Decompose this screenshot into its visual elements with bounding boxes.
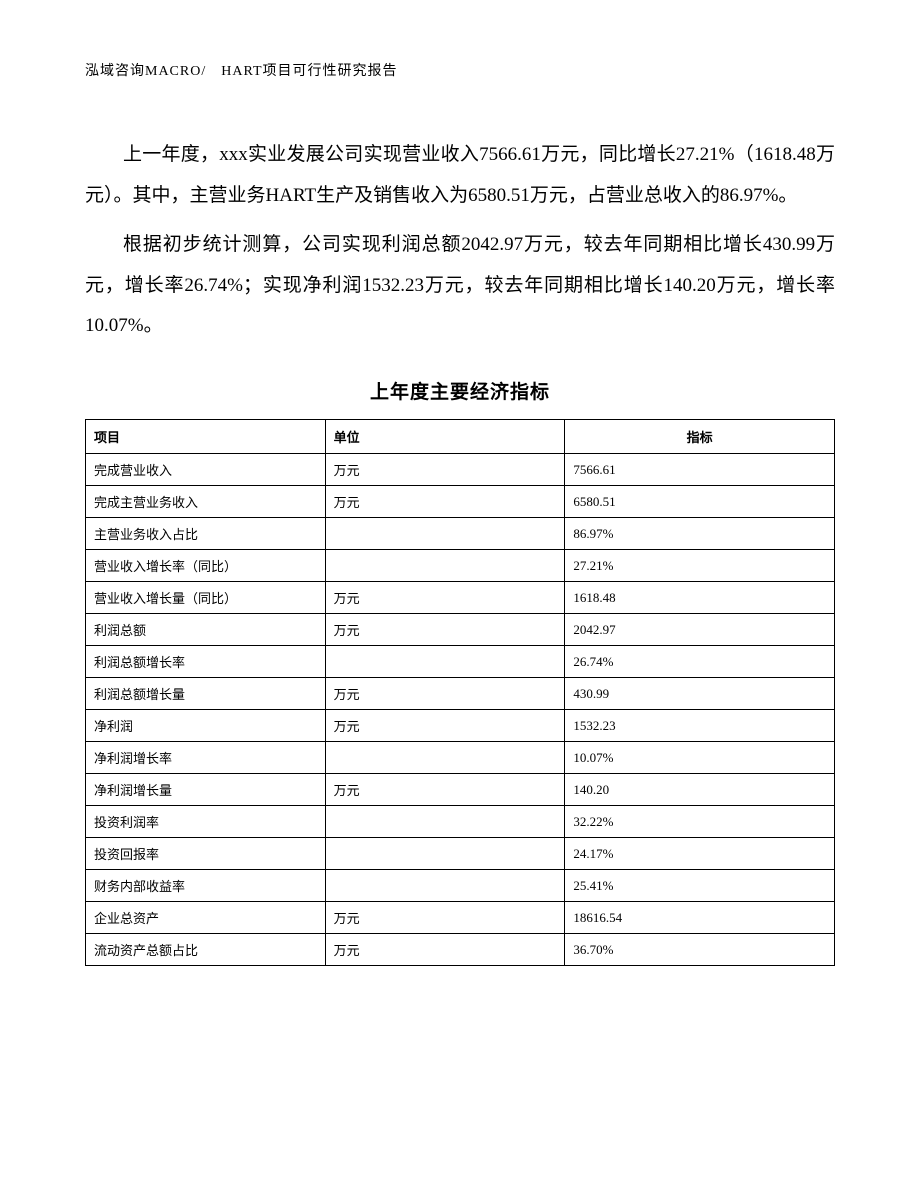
table-cell: 万元 bbox=[325, 902, 565, 934]
table-cell: 万元 bbox=[325, 934, 565, 966]
table-cell: 利润总额增长量 bbox=[86, 678, 326, 710]
table-row: 投资回报率 24.17% bbox=[86, 838, 835, 870]
table-cell: 营业收入增长量（同比） bbox=[86, 582, 326, 614]
table-row: 营业收入增长率（同比） 27.21% bbox=[86, 550, 835, 582]
table-cell: 32.22% bbox=[565, 806, 835, 838]
table-row: 完成主营业务收入 万元 6580.51 bbox=[86, 486, 835, 518]
table-cell: 净利润增长量 bbox=[86, 774, 326, 806]
table-header-cell: 指标 bbox=[565, 420, 835, 454]
table-cell: 1618.48 bbox=[565, 582, 835, 614]
table-cell: 万元 bbox=[325, 774, 565, 806]
table-cell bbox=[325, 806, 565, 838]
table-cell bbox=[325, 742, 565, 774]
table-row: 完成营业收入 万元 7566.61 bbox=[86, 454, 835, 486]
table-row: 主营业务收入占比 86.97% bbox=[86, 518, 835, 550]
table-cell: 25.41% bbox=[565, 870, 835, 902]
table-cell: 27.21% bbox=[565, 550, 835, 582]
table-title: 上年度主要经济指标 bbox=[85, 377, 835, 404]
table-cell: 6580.51 bbox=[565, 486, 835, 518]
table-cell: 7566.61 bbox=[565, 454, 835, 486]
table-row: 净利润 万元 1532.23 bbox=[86, 710, 835, 742]
table-cell: 430.99 bbox=[565, 678, 835, 710]
table-cell: 1532.23 bbox=[565, 710, 835, 742]
table-row: 企业总资产 万元 18616.54 bbox=[86, 902, 835, 934]
table-cell: 利润总额 bbox=[86, 614, 326, 646]
table-cell bbox=[325, 550, 565, 582]
table-row: 利润总额增长率 26.74% bbox=[86, 646, 835, 678]
table-row: 流动资产总额占比 万元 36.70% bbox=[86, 934, 835, 966]
table-cell: 投资回报率 bbox=[86, 838, 326, 870]
economic-indicators-table: 项目 单位 指标 完成营业收入 万元 7566.61 完成主营业务收入 万元 6… bbox=[85, 419, 835, 966]
table-cell: 财务内部收益率 bbox=[86, 870, 326, 902]
table-cell: 完成主营业务收入 bbox=[86, 486, 326, 518]
table-cell: 24.17% bbox=[565, 838, 835, 870]
table-cell: 完成营业收入 bbox=[86, 454, 326, 486]
table-header-row: 项目 单位 指标 bbox=[86, 420, 835, 454]
paragraph-2: 根据初步统计测算，公司实现利润总额2042.97万元，较去年同期相比增长430.… bbox=[85, 225, 835, 348]
table-row: 利润总额增长量 万元 430.99 bbox=[86, 678, 835, 710]
table-cell bbox=[325, 646, 565, 678]
paragraph-1: 上一年度，xxx实业发展公司实现营业收入7566.61万元，同比增长27.21%… bbox=[85, 135, 835, 217]
table-cell: 18616.54 bbox=[565, 902, 835, 934]
table-cell: 36.70% bbox=[565, 934, 835, 966]
table-cell: 万元 bbox=[325, 678, 565, 710]
table-row: 净利润增长率 10.07% bbox=[86, 742, 835, 774]
table-cell: 投资利润率 bbox=[86, 806, 326, 838]
table-cell: 营业收入增长率（同比） bbox=[86, 550, 326, 582]
table-cell: 净利润增长率 bbox=[86, 742, 326, 774]
table-cell: 万元 bbox=[325, 454, 565, 486]
table-row: 利润总额 万元 2042.97 bbox=[86, 614, 835, 646]
table-row: 净利润增长量 万元 140.20 bbox=[86, 774, 835, 806]
table-header-cell: 单位 bbox=[325, 420, 565, 454]
page-header: 泓域咨询MACRO/ HART项目可行性研究报告 bbox=[85, 60, 835, 80]
table-cell: 10.07% bbox=[565, 742, 835, 774]
table-cell: 万元 bbox=[325, 710, 565, 742]
table-cell: 86.97% bbox=[565, 518, 835, 550]
table-body: 完成营业收入 万元 7566.61 完成主营业务收入 万元 6580.51 主营… bbox=[86, 454, 835, 966]
table-row: 营业收入增长量（同比） 万元 1618.48 bbox=[86, 582, 835, 614]
table-header-cell: 项目 bbox=[86, 420, 326, 454]
table-cell: 26.74% bbox=[565, 646, 835, 678]
table-cell: 净利润 bbox=[86, 710, 326, 742]
table-cell: 2042.97 bbox=[565, 614, 835, 646]
table-cell: 万元 bbox=[325, 582, 565, 614]
table-row: 投资利润率 32.22% bbox=[86, 806, 835, 838]
table-cell: 利润总额增长率 bbox=[86, 646, 326, 678]
table-cell: 万元 bbox=[325, 614, 565, 646]
table-cell bbox=[325, 518, 565, 550]
table-cell: 流动资产总额占比 bbox=[86, 934, 326, 966]
table-cell: 主营业务收入占比 bbox=[86, 518, 326, 550]
table-row: 财务内部收益率 25.41% bbox=[86, 870, 835, 902]
table-cell: 万元 bbox=[325, 486, 565, 518]
table-cell bbox=[325, 838, 565, 870]
table-cell bbox=[325, 870, 565, 902]
document-page: 泓域咨询MACRO/ HART项目可行性研究报告 上一年度，xxx实业发展公司实… bbox=[0, 0, 920, 1026]
table-cell: 企业总资产 bbox=[86, 902, 326, 934]
table-cell: 140.20 bbox=[565, 774, 835, 806]
